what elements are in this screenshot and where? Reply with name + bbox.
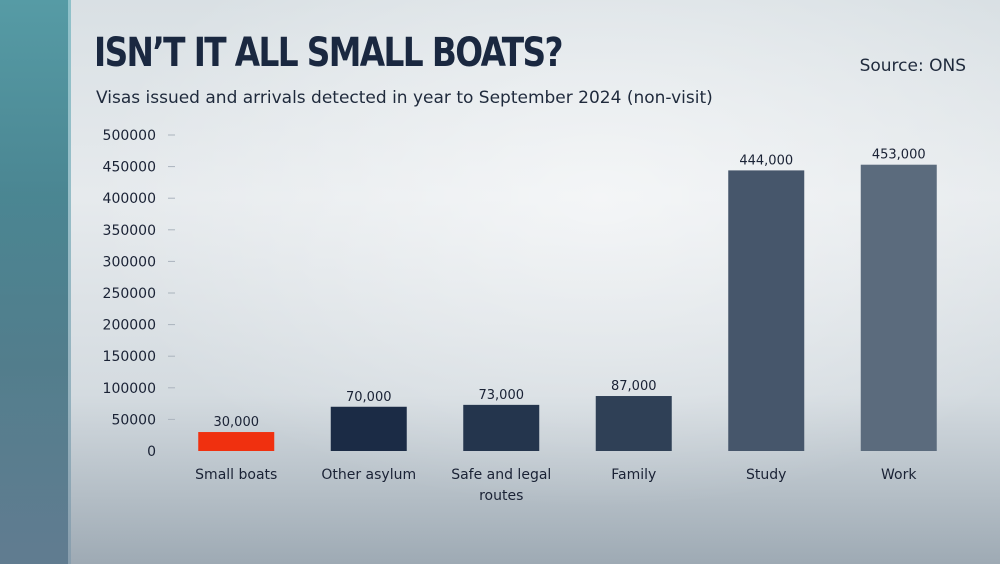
x-axis: Small boats Other asylum Safe and legal rou…: [195, 467, 917, 504]
y-tick-label: 500000: [103, 128, 156, 144]
x-category-label: routes: [479, 488, 523, 504]
chart-title: ISN’T IT ALL SMALL BOATS?: [94, 30, 564, 76]
y-tick-label: 150000: [103, 349, 156, 365]
bars: 30,000 70,000 73,000 87,000 444,000 453,000: [198, 148, 937, 452]
y-tick-label: 450000: [103, 160, 156, 176]
bar-value-label: 30,000: [214, 415, 260, 430]
chart-subtitle: Visas issued and arrivals detected in ye…: [96, 88, 713, 108]
bar-family: [595, 396, 672, 451]
y-tick-label: 250000: [103, 286, 156, 302]
bar-value-label: 70,000: [346, 390, 392, 405]
source-label: Source: ONS: [859, 56, 966, 76]
y-tick-label: 50000: [111, 412, 156, 428]
bar-value-label: 453,000: [872, 148, 926, 163]
bar-value-label: 87,000: [611, 379, 657, 394]
y-axis: 0 50000 100000 150000 200000 250000 300000 3500…: [103, 128, 175, 460]
bar-value-label: 444,000: [739, 153, 793, 168]
x-category-label: Small boats: [195, 467, 277, 483]
y-tick-label: 200000: [103, 318, 156, 334]
bar-study: [728, 170, 805, 451]
x-category-label: Work: [881, 467, 917, 483]
x-category-label: Family: [611, 467, 656, 483]
y-tick-label: 100000: [103, 381, 156, 397]
y-tick-label: 350000: [103, 223, 156, 239]
bar-other-asylum: [330, 406, 407, 451]
x-category-label: Other asylum: [321, 467, 416, 483]
bar-safe-and-legal-routes: [463, 404, 540, 451]
y-tick-label: 300000: [103, 254, 156, 270]
x-category-label: Safe and legal: [451, 467, 551, 483]
y-tick-label: 0: [147, 444, 156, 460]
y-tick-label: 400000: [103, 191, 156, 207]
bar-small-boats: [198, 432, 275, 451]
bar-value-label: 73,000: [479, 388, 525, 403]
bar-work: [860, 164, 937, 452]
x-category-label: Study: [746, 467, 786, 483]
